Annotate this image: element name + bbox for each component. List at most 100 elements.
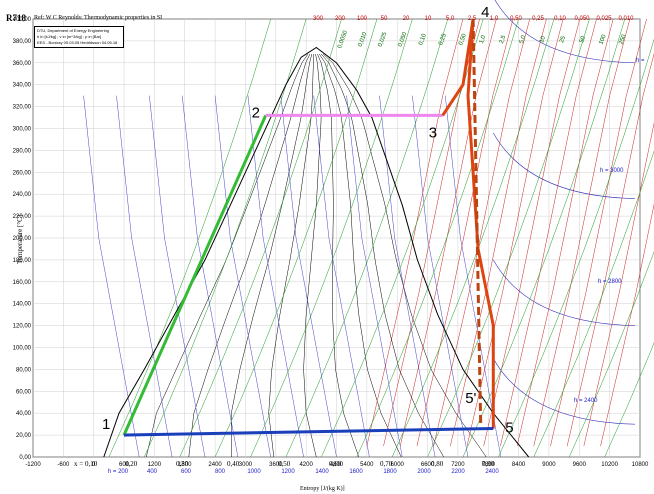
volume-label: 250 [619, 33, 628, 45]
pressure-label: 0,010 [618, 16, 634, 22]
pressure-label: 200 [335, 16, 346, 22]
pressure-label: 0,50 [510, 16, 522, 22]
volume-label: 50 [579, 35, 587, 44]
volume-label: 0,025 [378, 31, 389, 48]
pressure-line [550, 18, 647, 447]
volume-label: 25 [559, 35, 567, 44]
pressure-line [600, 203, 654, 447]
quality-label: 0,70 [380, 460, 393, 468]
enthalpy-superheat-line [493, 259, 635, 326]
quality-label: 0,60 [329, 460, 342, 468]
quality-label: x = 0,10 [74, 460, 98, 468]
enthalpy-line [412, 95, 469, 458]
cycle-point-label: 4 [481, 4, 489, 21]
pressure-label: 5,0 [446, 16, 455, 22]
cycle-line [123, 427, 494, 437]
pressure-line [500, 18, 597, 447]
volume-label: 0,010 [358, 31, 369, 48]
enthalpy-line [116, 95, 173, 458]
y-tick-label: 80,00 [16, 367, 32, 373]
y-tick-label: 60,00 [16, 389, 32, 395]
pressure-line [399, 18, 497, 447]
enthalpy-label: 1200 [281, 469, 295, 475]
y-tick-label: 0,00 [19, 455, 31, 461]
volume-label: 0,50 [458, 33, 468, 47]
pressure-line [450, 18, 547, 447]
volume-line [214, 18, 378, 458]
cycle-line [122, 114, 268, 436]
enthalpy-line [181, 95, 239, 458]
x-axis-label: Entropy [J/(kg K)] [300, 486, 345, 492]
y-tick-label: 260,00 [13, 170, 32, 176]
volume-label: 0,10 [418, 33, 428, 47]
y-tick-label: 40,00 [16, 411, 32, 417]
y-tick-label: 300,00 [13, 127, 32, 133]
y-tick-label: 220,00 [13, 214, 32, 220]
x-tick-label: -600 [57, 462, 70, 468]
volume-line [568, 251, 654, 458]
cycle-point-label: 3 [429, 124, 437, 141]
enthalpy-line [280, 95, 337, 458]
quality-line [322, 53, 487, 458]
pressure-label: 0,025 [596, 16, 612, 22]
enthalpy-label: 1600 [349, 469, 363, 475]
quality-label: 0,20 [125, 460, 138, 468]
info-line-3: EES - Bonicsy 05.03.05 Hedridsson 04.05.… [37, 40, 118, 45]
x-tick-label: 4800 [330, 462, 344, 468]
annotations: x = 0,10 0,20 0,30 0,40 0,50 0,60 0,70 0,80 0,90… [74, 16, 645, 475]
pressure-line [416, 18, 514, 447]
enthalpy-superheat-label: h = [636, 58, 645, 64]
volume-line [285, 18, 449, 458]
enthalpy-superheat-line [493, 358, 635, 425]
quality-line [319, 53, 402, 458]
quality-line [188, 53, 311, 458]
volume-label: 2,5 [499, 34, 508, 45]
y-tick-label: 280,00 [13, 148, 32, 154]
enthalpy-label: 1400 [315, 469, 329, 475]
pressure-label: 50 [381, 16, 388, 22]
enthalpy-label: 1800 [383, 469, 397, 475]
y-tick-label: 160,00 [13, 280, 32, 286]
y-tick-label: 120,00 [13, 324, 32, 330]
info-line-1: DTU, Department of Energy Engineering [37, 28, 110, 33]
enthalpy-line [214, 95, 271, 458]
pressure-line [466, 18, 564, 447]
quality-label: 0,90 [482, 460, 495, 468]
x-tick-label: 10800 [632, 462, 649, 468]
y-tick-label: 240,00 [13, 192, 32, 198]
pressure-label: 0,25 [532, 16, 544, 22]
y-axis-label: Temperature [°C] [16, 214, 24, 264]
quality-line [317, 53, 360, 458]
pressure-label: 100 [357, 16, 368, 22]
cycle-series [122, 18, 495, 437]
pressure-line [433, 18, 530, 447]
volume-line [250, 18, 413, 458]
enthalpy-label: 400 [147, 469, 158, 475]
pressure-line [516, 18, 614, 447]
quality-label: 0,40 [227, 460, 240, 468]
volume-label: 1,0 [479, 34, 488, 45]
enthalpy-superheat-line [493, 132, 635, 199]
enthalpy-label: 800 [215, 469, 226, 475]
y-axis: 0,00 20,00 40,00 60,00 80,00 100,00 120,00 140,… [13, 17, 32, 461]
enthalpy-line [346, 95, 403, 458]
enthalpy-line [83, 95, 140, 458]
volume-line [462, 18, 626, 458]
pressure-line [566, 53, 654, 447]
pressure-label: 20 [403, 16, 410, 22]
volume-label: 10 [539, 35, 547, 44]
x-tick-label: 4200 [299, 462, 313, 468]
volume-line [356, 18, 519, 458]
enthalpy-label: 600 [181, 469, 192, 475]
volume-line [179, 18, 342, 458]
pressure-line [533, 18, 631, 447]
y-tick-label: 320,00 [13, 105, 32, 111]
y-tick-label: 180,00 [13, 258, 32, 264]
x-tick-label: 9600 [573, 462, 587, 468]
pressure-label: 300 [313, 16, 324, 22]
x-tick-label: 0 [92, 462, 96, 468]
x-axis: -1200 -600 0 600 1200 1800 2400 3000 3600 4200 480… [25, 462, 649, 468]
quality-label: 0,80 [431, 460, 444, 468]
